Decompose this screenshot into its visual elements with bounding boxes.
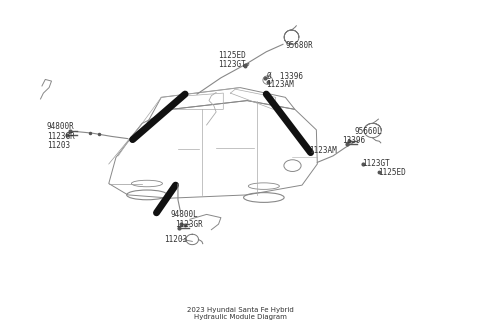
Text: 95680R: 95680R [285,41,313,50]
Text: 1123AM: 1123AM [266,80,294,89]
Text: 95660L: 95660L [355,127,382,136]
Text: 13396: 13396 [343,136,366,145]
Text: 1125ED: 1125ED [378,168,406,177]
Text: 1123GR: 1123GR [47,132,74,141]
Text: 1123AM: 1123AM [309,147,337,155]
Text: 1123GT: 1123GT [362,159,389,169]
Text: 11203: 11203 [47,141,70,150]
Text: 2023 Hyundai Santa Fe Hybrid
Hydraulic Module Diagram: 2023 Hyundai Santa Fe Hybrid Hydraulic M… [187,307,293,320]
Text: 1125ED: 1125ED [218,51,246,60]
Text: Ø  13396: Ø 13396 [266,72,303,81]
Text: 1123GR: 1123GR [176,220,204,229]
Text: 11203: 11203 [164,235,187,244]
Text: 1123GT: 1123GT [218,60,246,69]
Text: 94800R: 94800R [47,122,74,131]
Text: 94800L: 94800L [171,210,199,219]
